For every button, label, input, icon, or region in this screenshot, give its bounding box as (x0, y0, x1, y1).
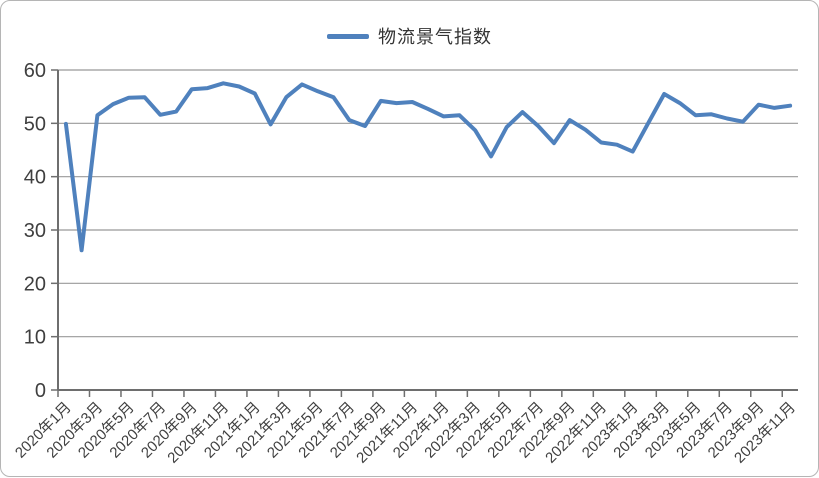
y-axis-label: 20 (24, 273, 46, 295)
y-axis-label: 0 (35, 380, 46, 402)
y-axis-label: 30 (24, 220, 46, 242)
y-axis-label: 40 (24, 167, 46, 189)
y-axis-label: 50 (24, 113, 46, 135)
legend-label: 物流景气指数 (378, 27, 492, 47)
y-axis-label: 10 (24, 327, 46, 349)
y-axis-label: 60 (24, 60, 46, 82)
chart-legend: 物流景气指数 (1, 23, 818, 49)
series-line (63, 81, 793, 253)
legend-line-swatch (327, 33, 369, 39)
